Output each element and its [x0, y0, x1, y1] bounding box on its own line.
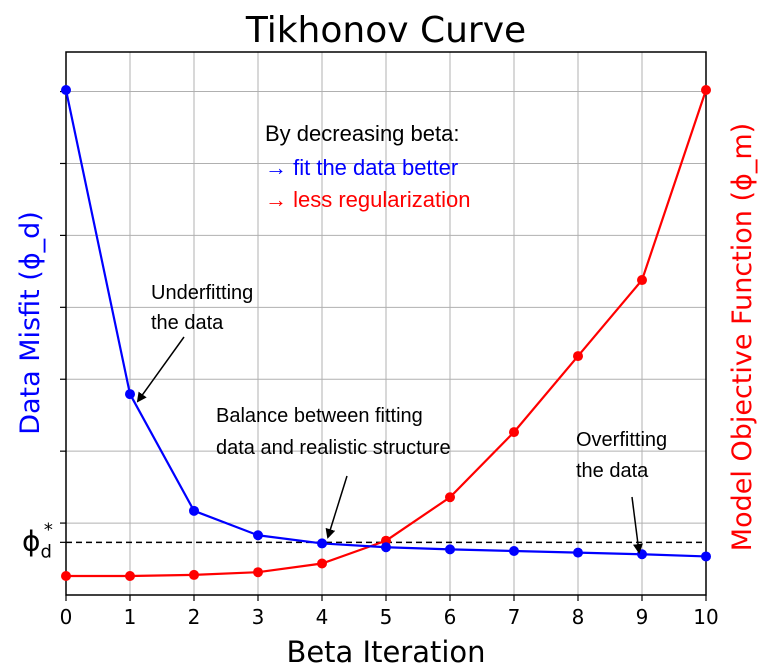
series-0-point-10	[701, 551, 711, 562]
x-axis-label: Beta Iteration	[286, 635, 485, 669]
series-data-misfit	[61, 85, 711, 562]
x-tick-label-0: 0	[60, 605, 73, 629]
x-tick-label-1: 1	[124, 605, 137, 629]
y-axis-ticks	[60, 90, 66, 543]
series-1-point-3	[253, 567, 263, 578]
explanation-text-block: By decreasing beta: → fit the data bette…	[265, 121, 470, 212]
series-0-point-3	[253, 530, 263, 541]
series-1-point-7	[509, 427, 519, 438]
annotation-overfitting-line-2: the data	[576, 460, 649, 482]
series-0-point-0	[61, 85, 71, 96]
annotation-overfitting: Overfitting the data	[576, 429, 667, 554]
x-tick-label-7: 7	[508, 605, 521, 629]
x-axis-ticks: 0 1 2 3 4 5 6 7 8 9 10	[60, 595, 719, 629]
series-0-point-1	[125, 389, 135, 400]
series-1-point-2	[189, 569, 199, 580]
annotation-underfitting: Underfitting the data	[136, 282, 253, 403]
series-1-point-1	[125, 570, 135, 581]
y-axis-label-left: Data Misfit (ϕ_d)	[15, 211, 46, 435]
x-tick-label-2: 2	[188, 605, 201, 629]
x-tick-label-6: 6	[444, 605, 457, 629]
explanation-line-3: → less regularization	[265, 187, 470, 212]
annotation-underfitting-line-2: the data	[151, 312, 224, 334]
x-tick-label-5: 5	[380, 605, 393, 629]
series-0-point-8	[573, 547, 583, 558]
series-0-point-5	[381, 542, 391, 553]
explanation-line-2: → fit the data better	[265, 155, 458, 180]
explanation-line-1: By decreasing beta:	[265, 121, 459, 146]
annotation-balance-line-1: Balance between fitting	[216, 405, 423, 427]
series-1-point-10	[701, 85, 711, 96]
annotation-balance: Balance between fitting data and realist…	[216, 405, 451, 539]
annotation-balance-arrow	[325, 475, 348, 539]
annotation-underfitting-arrow	[136, 336, 185, 403]
series-model-objective	[61, 85, 711, 581]
series-0-point-7	[509, 546, 519, 557]
series-0-point-6	[445, 544, 455, 555]
series-0-point-4	[317, 538, 327, 549]
series-1-point-0	[61, 570, 71, 581]
annotation-overfitting-line-1: Overfitting	[576, 429, 667, 451]
x-tick-label-10: 10	[693, 605, 718, 629]
series-0-point-2	[189, 505, 199, 516]
grid	[66, 52, 706, 595]
annotation-overfitting-arrow	[631, 496, 643, 554]
x-tick-label-8: 8	[572, 605, 585, 629]
chart-title: Tikhonov Curve	[245, 10, 526, 51]
annotation-underfitting-line-1: Underfitting	[151, 282, 253, 304]
series-1-point-8	[573, 351, 583, 362]
annotation-balance-line-2: data and realistic structure	[216, 437, 451, 459]
series-1-point-9	[637, 275, 647, 286]
x-tick-label-3: 3	[252, 605, 265, 629]
series-1-point-4	[317, 558, 327, 569]
series-1-point-6	[445, 492, 455, 503]
x-tick-label-4: 4	[316, 605, 329, 629]
target-misfit-label: ϕd*	[22, 519, 53, 562]
x-tick-label-9: 9	[636, 605, 649, 629]
y-axis-label-right: Model Objective Function (ϕ_m)	[727, 123, 758, 551]
